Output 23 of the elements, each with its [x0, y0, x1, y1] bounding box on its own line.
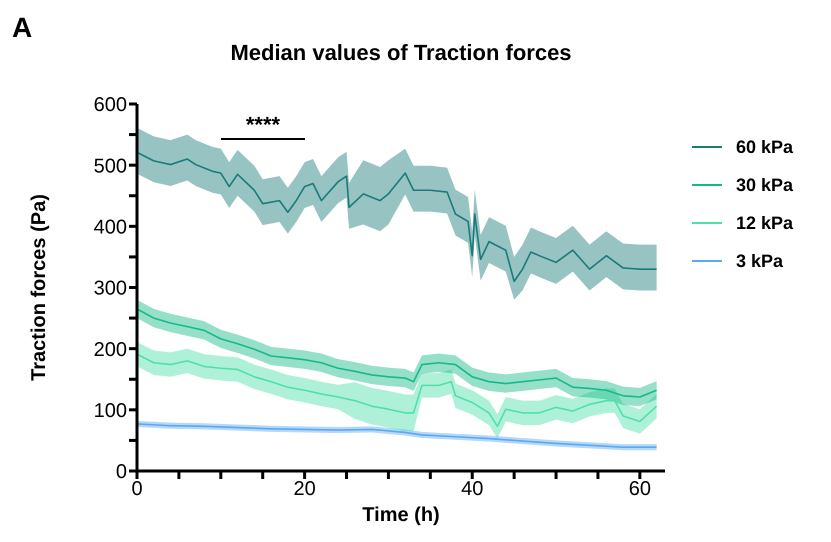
legend-label: 60 kPa: [736, 136, 794, 158]
chart-title: Median values of Traction forces: [229, 40, 573, 66]
legend-label: 12 kPa: [736, 212, 794, 234]
legend-label: 30 kPa: [736, 174, 794, 196]
x-tick-label: 0: [131, 478, 143, 500]
annotation: ****: [244, 112, 282, 137]
y-tick-label: 200: [94, 338, 127, 361]
line-series: [137, 152, 658, 282]
y-tick-label: 500: [94, 155, 127, 178]
y-tick-label: 100: [94, 400, 127, 422]
line-series: [137, 308, 658, 398]
x-axis-title: Time (h): [362, 504, 440, 526]
y-tick-label: 600: [94, 94, 127, 116]
text: A: [12, 12, 32, 44]
line-series: [137, 353, 658, 428]
x-tick-label: 20: [293, 478, 316, 500]
y-tick-label: 400: [94, 216, 127, 238]
x-tick-label: 60: [628, 478, 651, 500]
y-tick-label: 0: [116, 461, 127, 484]
legend-label: 3 kPa: [736, 250, 784, 272]
y-axis-title: Traction forces (Pa): [28, 194, 50, 381]
x-tick-label: 40: [461, 478, 484, 500]
y-tick-label: 300: [94, 278, 127, 300]
